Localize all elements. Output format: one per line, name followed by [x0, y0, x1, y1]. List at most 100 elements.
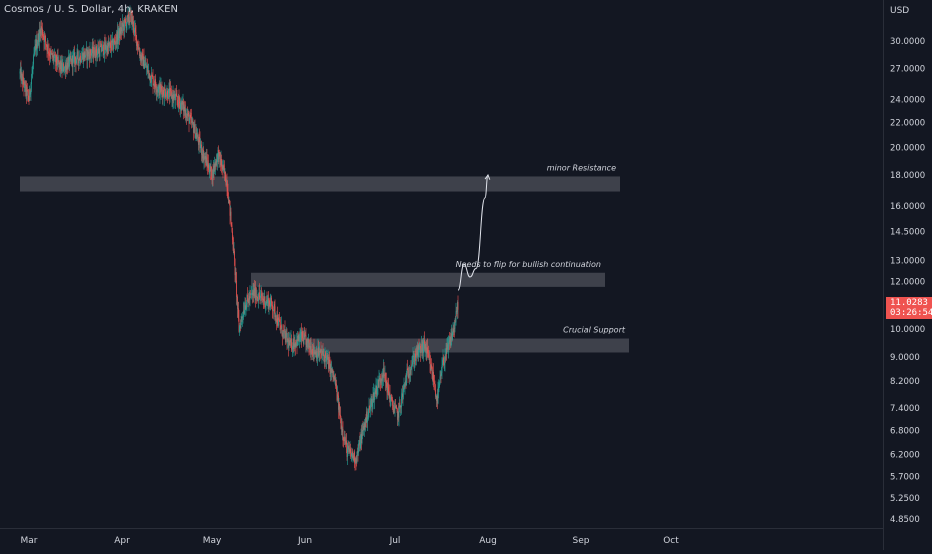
candle — [288, 331, 290, 351]
candle — [197, 132, 199, 143]
candle-body — [125, 22, 127, 29]
candle — [301, 330, 303, 343]
candle — [62, 59, 63, 73]
candle-body — [311, 348, 313, 355]
candle — [310, 337, 312, 361]
candle — [351, 453, 352, 462]
candle — [193, 122, 195, 134]
price-tick-label: 4.8500 — [890, 515, 920, 525]
candle — [45, 41, 47, 51]
candle — [63, 67, 65, 76]
candle — [355, 455, 357, 471]
candle — [221, 154, 222, 173]
candle — [257, 294, 259, 304]
candle — [444, 348, 446, 372]
candle-body — [309, 345, 311, 350]
candle-body — [147, 66, 148, 73]
candle-body — [211, 166, 212, 180]
candle-body — [153, 84, 154, 86]
candle — [131, 10, 132, 25]
candle-body — [349, 448, 351, 452]
candle — [194, 120, 195, 134]
candle — [38, 30, 40, 49]
candle-body — [90, 49, 91, 54]
candle-body — [137, 41, 138, 48]
candle — [106, 44, 107, 53]
candle-body — [453, 328, 454, 333]
candle-body — [338, 395, 339, 410]
time-tick-label: Apr — [114, 536, 130, 546]
candle-body — [108, 45, 110, 47]
candle-body — [109, 42, 111, 44]
candle-body — [435, 396, 437, 397]
candle — [137, 39, 139, 50]
candle — [101, 46, 103, 57]
candle — [439, 380, 440, 389]
candle — [351, 447, 353, 461]
symbol-title: Cosmos / U. S. Dollar, 4h, KRAKEN — [4, 4, 179, 15]
candle-body — [102, 44, 104, 46]
candle — [141, 52, 142, 67]
candle — [251, 286, 252, 300]
candle — [315, 347, 317, 358]
price-axis[interactable]: USD 30.000027.000024.000022.000020.00001… — [890, 6, 925, 525]
candle — [434, 380, 436, 392]
candle-body — [51, 53, 53, 54]
candle — [39, 21, 41, 34]
candle-body — [292, 339, 294, 348]
candle — [103, 53, 105, 59]
candle — [23, 80, 25, 97]
candle-body — [195, 134, 196, 138]
candle — [54, 51, 56, 56]
candle — [24, 77, 25, 92]
candle — [333, 371, 335, 383]
candle — [88, 47, 89, 61]
time-axis[interactable]: Mar Apr May Jun Jul Aug Sep Oct — [21, 536, 680, 546]
candle-body — [213, 165, 215, 172]
candle — [254, 281, 256, 304]
candle-body — [54, 54, 55, 58]
candle — [443, 357, 445, 369]
candle — [201, 140, 202, 162]
candle-body — [199, 138, 201, 149]
candle — [40, 28, 41, 42]
candle-body — [388, 386, 389, 393]
candle-body — [122, 22, 124, 27]
candle — [392, 405, 394, 413]
candle — [61, 55, 62, 74]
candle-body — [204, 156, 206, 159]
candle — [226, 173, 228, 197]
candle-body — [339, 414, 341, 416]
candle-body — [60, 60, 61, 70]
candle-body — [127, 15, 128, 17]
candle-body — [423, 342, 424, 353]
candle — [375, 388, 376, 397]
candle-body — [50, 50, 51, 58]
candle-body — [187, 114, 188, 116]
candle-body — [173, 94, 174, 100]
candle-body — [169, 87, 171, 98]
candle — [325, 350, 326, 358]
candle-body — [269, 304, 271, 308]
candle — [326, 350, 328, 360]
candle-body — [356, 451, 358, 463]
candle — [200, 138, 201, 153]
candle-body — [277, 314, 278, 325]
candle-body — [267, 300, 268, 304]
candle — [37, 40, 38, 56]
candle — [435, 384, 436, 399]
candle — [34, 39, 36, 55]
candle-body — [243, 310, 244, 317]
candle — [325, 352, 327, 370]
candle — [375, 377, 377, 400]
candle — [256, 287, 257, 304]
candle — [387, 382, 388, 400]
candle-body — [383, 367, 384, 378]
candle — [376, 385, 377, 398]
candle — [72, 50, 74, 76]
candle — [160, 82, 161, 94]
price-tick-label: 22.0000 — [890, 118, 925, 128]
candle-body — [447, 344, 449, 350]
